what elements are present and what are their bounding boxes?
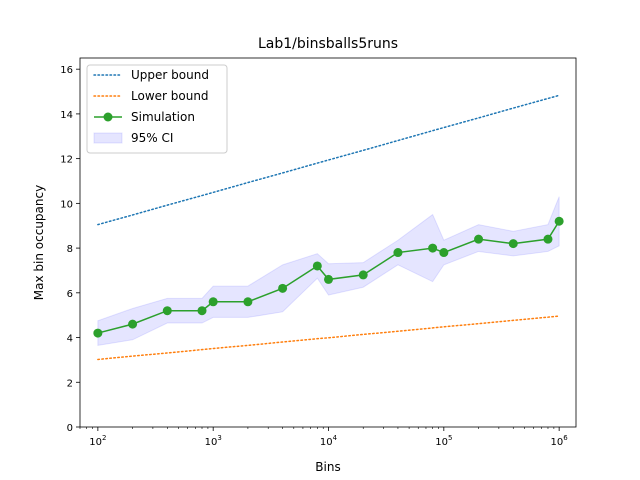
y-tick-label: 10: [60, 199, 73, 210]
x-tick-label: 103: [205, 434, 222, 448]
data-point: [439, 248, 449, 258]
y-tick-label: 12: [60, 155, 73, 166]
data-point: [197, 306, 207, 316]
legend-label: 95% CI: [131, 131, 173, 145]
legend-swatch: [93, 132, 123, 144]
series-line-0: [97, 94, 560, 226]
axes-frame: [79, 57, 577, 428]
data-point: [162, 306, 172, 316]
data-point: [543, 234, 553, 244]
series-line-1: [97, 315, 560, 361]
legend-box: [86, 64, 228, 154]
data-point: [243, 297, 253, 307]
x-tick-label: 104: [320, 434, 338, 448]
x-tick-label: 102: [89, 434, 106, 448]
y-tick-label: 6: [67, 289, 73, 300]
data-point: [358, 270, 368, 280]
data-point: [554, 216, 564, 226]
legend-label: Simulation: [131, 110, 195, 124]
data-point: [474, 234, 484, 244]
data-point: [278, 283, 288, 293]
x-axis-label: Bins: [315, 460, 340, 474]
y-tick-label: 4: [67, 334, 73, 345]
legend-marker: [103, 112, 113, 122]
y-axis-label: Max bin occupancy: [32, 185, 46, 300]
data-point: [208, 297, 218, 307]
plot-area: [93, 94, 564, 361]
axis-ticks: 102 103 104 105 106 0 2 4 6 8 10 12 14 16: [60, 65, 568, 448]
y-tick-label: 8: [67, 244, 73, 255]
x-tick-label: 105: [435, 434, 452, 448]
data-point: [508, 239, 518, 249]
data-point: [128, 319, 138, 329]
data-point: [93, 328, 103, 338]
y-tick-label: 2: [67, 378, 73, 389]
data-point: [324, 274, 334, 284]
legend-label: Lower bound: [131, 89, 209, 103]
chart-title: Lab1/binsballs5runs: [258, 36, 398, 52]
ci-band: [97, 196, 560, 346]
x-tick-label: 106: [551, 434, 569, 448]
legend: Upper bound Lower bound Simulation 95% CI: [86, 64, 228, 154]
y-tick-label: 0: [67, 423, 73, 434]
legend-label: Upper bound: [131, 68, 209, 82]
y-tick-label: 16: [60, 65, 73, 76]
data-point: [428, 243, 438, 253]
data-point: [393, 248, 403, 258]
y-tick-label: 14: [60, 110, 73, 121]
data-point: [312, 261, 322, 271]
